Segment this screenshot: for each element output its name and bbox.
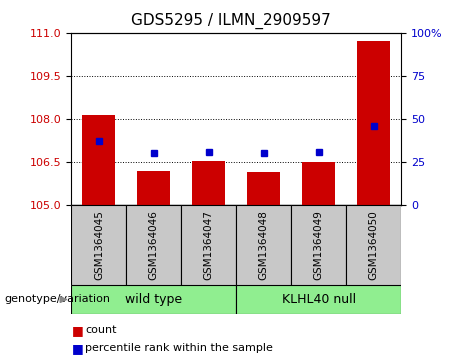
Text: GDS5295 / ILMN_2909597: GDS5295 / ILMN_2909597 (130, 13, 331, 29)
Bar (291, 205, 346, 285)
Text: KLHL40 null: KLHL40 null (282, 293, 356, 306)
Text: GSM1364047: GSM1364047 (204, 210, 214, 280)
Bar (126, 205, 181, 285)
Text: ■: ■ (71, 342, 83, 355)
Bar (71, 285, 236, 314)
Bar (346, 205, 401, 285)
Bar (137, 171, 171, 205)
Bar (181, 205, 236, 285)
Text: GSM1364050: GSM1364050 (369, 210, 378, 280)
Text: percentile rank within the sample: percentile rank within the sample (85, 343, 273, 354)
Text: count: count (85, 325, 117, 335)
Text: GSM1364046: GSM1364046 (149, 210, 159, 280)
Bar (192, 160, 225, 205)
Text: genotype/variation: genotype/variation (5, 294, 111, 305)
Text: wild type: wild type (125, 293, 183, 306)
Bar (236, 285, 401, 314)
Bar (247, 172, 280, 205)
Bar (357, 41, 390, 205)
Text: GSM1364048: GSM1364048 (259, 210, 269, 280)
Bar (71, 205, 126, 285)
Bar (302, 162, 335, 205)
Text: GSM1364049: GSM1364049 (313, 210, 324, 280)
Text: GSM1364045: GSM1364045 (94, 210, 104, 280)
Bar (236, 205, 291, 285)
Text: ■: ■ (71, 324, 83, 337)
Bar (83, 115, 115, 205)
